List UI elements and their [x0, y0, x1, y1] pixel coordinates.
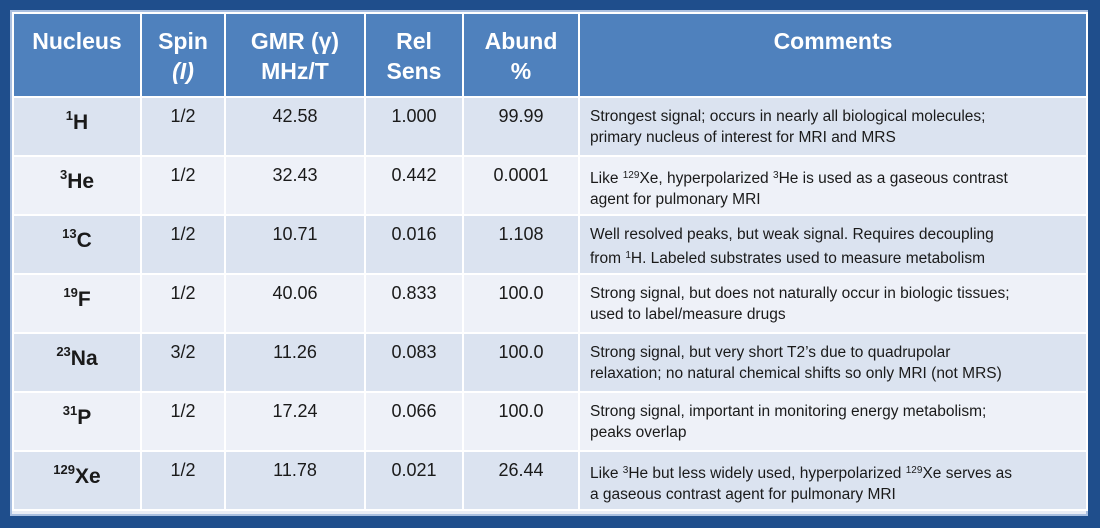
rel-sens-cell: 0.066	[364, 391, 464, 452]
abundance-cell: 100.0	[462, 332, 580, 393]
spin-cell: 1/2	[140, 450, 226, 511]
gmr-cell: 10.71	[224, 214, 366, 275]
nucleus-cell: 13C	[12, 214, 142, 275]
comment-cell: Strongest signal; occurs in nearly all b…	[578, 96, 1088, 157]
nuclei-table: Nucleus Spin (I) GMR (γ) MHz/T Rel Sens …	[12, 12, 1088, 511]
gmr-cell: 40.06	[224, 273, 366, 334]
comment-cell: Well resolved peaks, but weak signal. Re…	[578, 214, 1088, 275]
table-row: 19F 1/2 40.06 0.833 100.0 Strong signal,…	[12, 273, 1088, 334]
rel-sens-cell: 1.000	[364, 96, 464, 157]
header-nucleus: Nucleus	[12, 12, 142, 98]
comment-cell: Strong signal, important in monitoring e…	[578, 391, 1088, 452]
table-row: 129Xe 1/2 11.78 0.021 26.44 Like 3He but…	[12, 450, 1088, 511]
spin-cell: 1/2	[140, 96, 226, 157]
nucleus-cell: 1H	[12, 96, 142, 157]
gmr-cell: 11.78	[224, 450, 366, 511]
header-spin: Spin (I)	[140, 12, 226, 98]
table-row: 1H 1/2 42.58 1.000 99.99 Strongest signa…	[12, 96, 1088, 157]
abundance-cell: 0.0001	[462, 155, 580, 216]
table-row: 3He 1/2 32.43 0.442 0.0001 Like 129Xe, h…	[12, 155, 1088, 216]
abundance-cell: 100.0	[462, 273, 580, 334]
abundance-cell: 1.108	[462, 214, 580, 275]
rel-sens-cell: 0.083	[364, 332, 464, 393]
spin-cell: 1/2	[140, 155, 226, 216]
rel-sens-cell: 0.833	[364, 273, 464, 334]
nucleus-cell: 31P	[12, 391, 142, 452]
abundance-cell: 100.0	[462, 391, 580, 452]
table-row: 31P 1/2 17.24 0.066 100.0 Strong signal,…	[12, 391, 1088, 452]
comment-cell: Like 129Xe, hyperpolarized 3He is used a…	[578, 155, 1088, 216]
abundance-cell: 26.44	[462, 450, 580, 511]
nucleus-cell: 19F	[12, 273, 142, 334]
gmr-cell: 32.43	[224, 155, 366, 216]
gmr-cell: 42.58	[224, 96, 366, 157]
header-comments: Comments	[578, 12, 1088, 98]
comment-cell: Like 3He but less widely used, hyperpola…	[578, 450, 1088, 511]
table-row: 13C 1/2 10.71 0.016 1.108 Well resolved …	[12, 214, 1088, 275]
comment-cell: Strong signal, but very short T2’s due t…	[578, 332, 1088, 393]
spin-cell: 1/2	[140, 391, 226, 452]
gmr-cell: 11.26	[224, 332, 366, 393]
header-abundance: Abund %	[462, 12, 580, 98]
table-row: 23Na 3/2 11.26 0.083 100.0 Strong signal…	[12, 332, 1088, 393]
nucleus-cell: 3He	[12, 155, 142, 216]
spin-cell: 3/2	[140, 332, 226, 393]
rel-sens-cell: 0.016	[364, 214, 464, 275]
header-rel-sens: Rel Sens	[364, 12, 464, 98]
spin-cell: 1/2	[140, 273, 226, 334]
rel-sens-cell: 0.021	[364, 450, 464, 511]
header-gmr: GMR (γ) MHz/T	[224, 12, 366, 98]
gmr-cell: 17.24	[224, 391, 366, 452]
nucleus-cell: 129Xe	[12, 450, 142, 511]
spin-cell: 1/2	[140, 214, 226, 275]
nucleus-cell: 23Na	[12, 332, 142, 393]
comment-cell: Strong signal, but does not naturally oc…	[578, 273, 1088, 334]
header-row: Nucleus Spin (I) GMR (γ) MHz/T Rel Sens …	[12, 12, 1088, 98]
abundance-cell: 99.99	[462, 96, 580, 157]
rel-sens-cell: 0.442	[364, 155, 464, 216]
